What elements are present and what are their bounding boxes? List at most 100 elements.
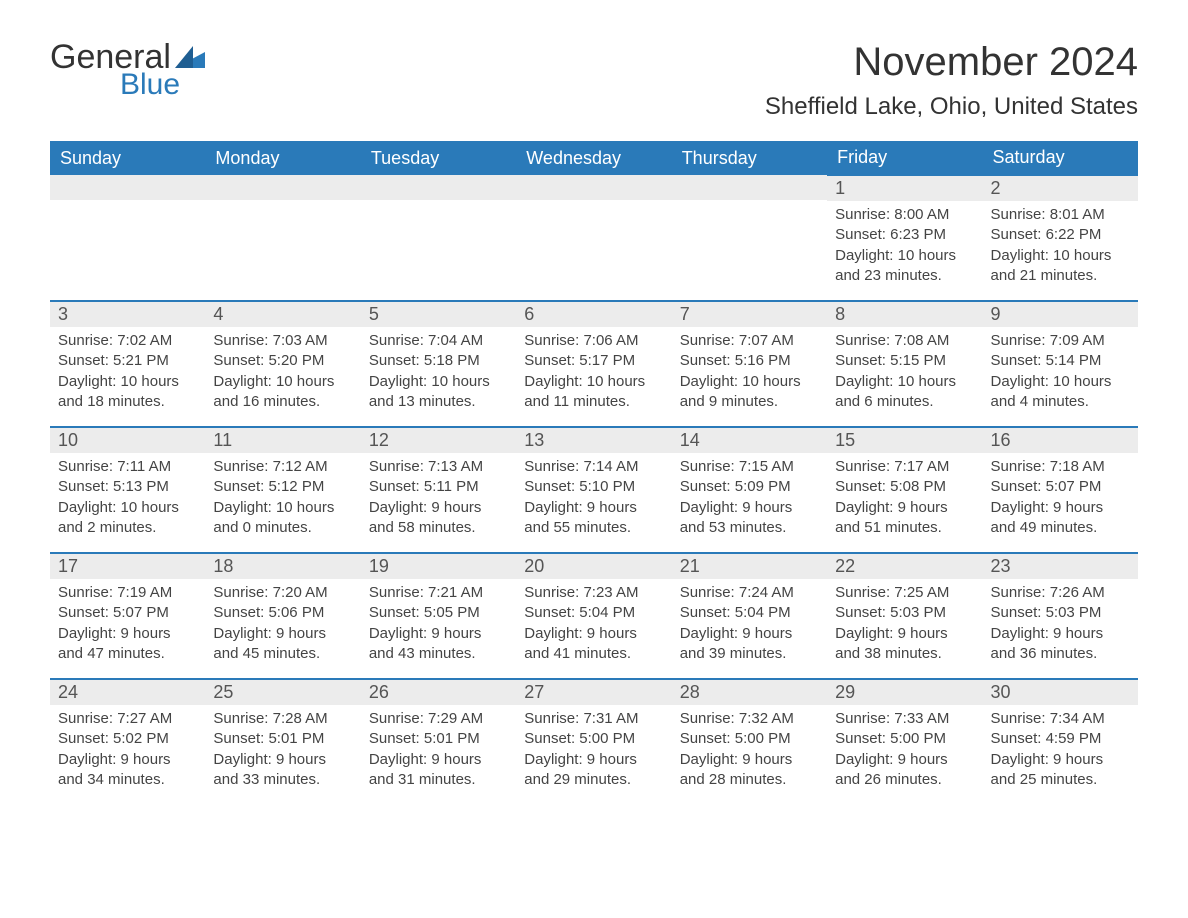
sunset-text: Sunset: 5:15 PM <box>835 351 974 371</box>
daylight-text: Daylight: 9 hours and 31 minutes. <box>369 750 508 791</box>
sunset-text: Sunset: 5:03 PM <box>991 603 1130 623</box>
day-details: Sunrise: 7:08 AMSunset: 5:15 PMDaylight:… <box>827 327 982 418</box>
calendar-day-cell: 30Sunrise: 7:34 AMSunset: 4:59 PMDayligh… <box>983 679 1138 805</box>
sunset-text: Sunset: 5:07 PM <box>58 603 197 623</box>
sunrise-text: Sunrise: 8:00 AM <box>835 205 974 225</box>
calendar-day-cell: 11Sunrise: 7:12 AMSunset: 5:12 PMDayligh… <box>205 427 360 553</box>
sunset-text: Sunset: 5:01 PM <box>369 729 508 749</box>
day-details: Sunrise: 7:14 AMSunset: 5:10 PMDaylight:… <box>516 453 671 544</box>
sunrise-text: Sunrise: 7:34 AM <box>991 709 1130 729</box>
sunrise-text: Sunrise: 7:14 AM <box>524 457 663 477</box>
sunset-text: Sunset: 5:16 PM <box>680 351 819 371</box>
calendar-week-row: 1Sunrise: 8:00 AMSunset: 6:23 PMDaylight… <box>50 175 1138 301</box>
day-details: Sunrise: 7:28 AMSunset: 5:01 PMDaylight:… <box>205 705 360 796</box>
empty-day-header <box>516 175 671 200</box>
sunset-text: Sunset: 5:06 PM <box>213 603 352 623</box>
day-number: 9 <box>983 302 1138 327</box>
sunrise-text: Sunrise: 7:09 AM <box>991 331 1130 351</box>
day-details: Sunrise: 7:32 AMSunset: 5:00 PMDaylight:… <box>672 705 827 796</box>
day-details: Sunrise: 7:27 AMSunset: 5:02 PMDaylight:… <box>50 705 205 796</box>
calendar-day-cell: 7Sunrise: 7:07 AMSunset: 5:16 PMDaylight… <box>672 301 827 427</box>
day-details: Sunrise: 7:13 AMSunset: 5:11 PMDaylight:… <box>361 453 516 544</box>
calendar-day-cell: 25Sunrise: 7:28 AMSunset: 5:01 PMDayligh… <box>205 679 360 805</box>
day-number: 16 <box>983 428 1138 453</box>
calendar-day-cell: 27Sunrise: 7:31 AMSunset: 5:00 PMDayligh… <box>516 679 671 805</box>
sunset-text: Sunset: 5:00 PM <box>524 729 663 749</box>
calendar-day-cell: 16Sunrise: 7:18 AMSunset: 5:07 PMDayligh… <box>983 427 1138 553</box>
day-number: 11 <box>205 428 360 453</box>
calendar-day-cell: 17Sunrise: 7:19 AMSunset: 5:07 PMDayligh… <box>50 553 205 679</box>
sunset-text: Sunset: 5:21 PM <box>58 351 197 371</box>
daylight-text: Daylight: 10 hours and 2 minutes. <box>58 498 197 539</box>
sunrise-text: Sunrise: 7:32 AM <box>680 709 819 729</box>
daylight-text: Daylight: 9 hours and 43 minutes. <box>369 624 508 665</box>
day-details: Sunrise: 7:11 AMSunset: 5:13 PMDaylight:… <box>50 453 205 544</box>
daylight-text: Daylight: 9 hours and 33 minutes. <box>213 750 352 791</box>
daylight-text: Daylight: 10 hours and 4 minutes. <box>991 372 1130 413</box>
daylight-text: Daylight: 9 hours and 34 minutes. <box>58 750 197 791</box>
calendar-day-cell <box>361 175 516 301</box>
calendar-day-cell <box>205 175 360 301</box>
daylight-text: Daylight: 9 hours and 53 minutes. <box>680 498 819 539</box>
calendar-week-row: 3Sunrise: 7:02 AMSunset: 5:21 PMDaylight… <box>50 301 1138 427</box>
calendar-day-cell: 6Sunrise: 7:06 AMSunset: 5:17 PMDaylight… <box>516 301 671 427</box>
day-number: 8 <box>827 302 982 327</box>
day-number: 26 <box>361 680 516 705</box>
sunset-text: Sunset: 6:22 PM <box>991 225 1130 245</box>
daylight-text: Daylight: 9 hours and 58 minutes. <box>369 498 508 539</box>
day-details: Sunrise: 7:29 AMSunset: 5:01 PMDaylight:… <box>361 705 516 796</box>
daylight-text: Daylight: 10 hours and 6 minutes. <box>835 372 974 413</box>
day-number: 1 <box>827 176 982 201</box>
day-number: 28 <box>672 680 827 705</box>
sunrise-text: Sunrise: 7:18 AM <box>991 457 1130 477</box>
daylight-text: Daylight: 9 hours and 38 minutes. <box>835 624 974 665</box>
day-details: Sunrise: 7:34 AMSunset: 4:59 PMDaylight:… <box>983 705 1138 796</box>
sunrise-text: Sunrise: 8:01 AM <box>991 205 1130 225</box>
sunrise-text: Sunrise: 7:33 AM <box>835 709 974 729</box>
calendar-day-cell: 19Sunrise: 7:21 AMSunset: 5:05 PMDayligh… <box>361 553 516 679</box>
calendar-week-row: 10Sunrise: 7:11 AMSunset: 5:13 PMDayligh… <box>50 427 1138 553</box>
sunrise-text: Sunrise: 7:12 AM <box>213 457 352 477</box>
day-number: 12 <box>361 428 516 453</box>
daylight-text: Daylight: 10 hours and 18 minutes. <box>58 372 197 413</box>
daylight-text: Daylight: 9 hours and 26 minutes. <box>835 750 974 791</box>
sunrise-text: Sunrise: 7:21 AM <box>369 583 508 603</box>
daylight-text: Daylight: 10 hours and 16 minutes. <box>213 372 352 413</box>
weekday-header: Sunday <box>50 141 205 175</box>
empty-day-header <box>361 175 516 200</box>
day-details: Sunrise: 7:07 AMSunset: 5:16 PMDaylight:… <box>672 327 827 418</box>
day-number: 25 <box>205 680 360 705</box>
calendar-table: Sunday Monday Tuesday Wednesday Thursday… <box>50 141 1138 805</box>
sunrise-text: Sunrise: 7:17 AM <box>835 457 974 477</box>
day-number: 13 <box>516 428 671 453</box>
sunset-text: Sunset: 5:07 PM <box>991 477 1130 497</box>
sunrise-text: Sunrise: 7:28 AM <box>213 709 352 729</box>
day-details: Sunrise: 7:31 AMSunset: 5:00 PMDaylight:… <box>516 705 671 796</box>
day-details: Sunrise: 7:24 AMSunset: 5:04 PMDaylight:… <box>672 579 827 670</box>
weekday-header: Wednesday <box>516 141 671 175</box>
calendar-day-cell: 29Sunrise: 7:33 AMSunset: 5:00 PMDayligh… <box>827 679 982 805</box>
daylight-text: Daylight: 9 hours and 36 minutes. <box>991 624 1130 665</box>
day-details: Sunrise: 7:09 AMSunset: 5:14 PMDaylight:… <box>983 327 1138 418</box>
sunset-text: Sunset: 5:14 PM <box>991 351 1130 371</box>
day-number: 2 <box>983 176 1138 201</box>
sunrise-text: Sunrise: 7:24 AM <box>680 583 819 603</box>
calendar-week-row: 24Sunrise: 7:27 AMSunset: 5:02 PMDayligh… <box>50 679 1138 805</box>
sunset-text: Sunset: 5:17 PM <box>524 351 663 371</box>
daylight-text: Daylight: 10 hours and 13 minutes. <box>369 372 508 413</box>
weekday-header: Monday <box>205 141 360 175</box>
sunset-text: Sunset: 5:10 PM <box>524 477 663 497</box>
calendar-day-cell: 8Sunrise: 7:08 AMSunset: 5:15 PMDaylight… <box>827 301 982 427</box>
calendar-day-cell: 3Sunrise: 7:02 AMSunset: 5:21 PMDaylight… <box>50 301 205 427</box>
sunrise-text: Sunrise: 7:19 AM <box>58 583 197 603</box>
day-number: 10 <box>50 428 205 453</box>
day-number: 4 <box>205 302 360 327</box>
day-number: 29 <box>827 680 982 705</box>
day-number: 14 <box>672 428 827 453</box>
sunrise-text: Sunrise: 7:04 AM <box>369 331 508 351</box>
daylight-text: Daylight: 9 hours and 55 minutes. <box>524 498 663 539</box>
sunset-text: Sunset: 5:01 PM <box>213 729 352 749</box>
calendar-day-cell: 9Sunrise: 7:09 AMSunset: 5:14 PMDaylight… <box>983 301 1138 427</box>
sunset-text: Sunset: 5:05 PM <box>369 603 508 623</box>
calendar-day-cell: 1Sunrise: 8:00 AMSunset: 6:23 PMDaylight… <box>827 175 982 301</box>
